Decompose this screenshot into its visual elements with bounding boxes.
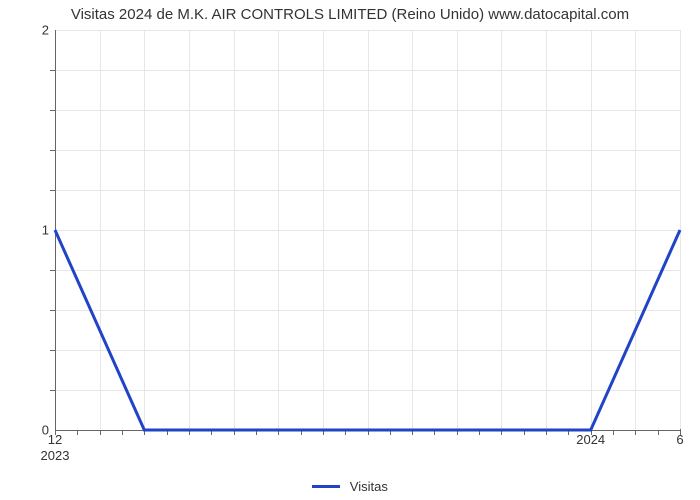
x-minor-tick bbox=[613, 430, 614, 435]
x-minor-tick bbox=[77, 430, 78, 435]
x-tick-label: 2024 bbox=[576, 430, 605, 447]
plot-area: 01212202320246 bbox=[55, 30, 680, 430]
chart-title: Visitas 2024 de M.K. AIR CONTROLS LIMITE… bbox=[0, 6, 700, 23]
x-tick-label: 6 bbox=[676, 430, 683, 447]
x-minor-tick bbox=[658, 430, 659, 435]
y-tick-label: 1 bbox=[42, 223, 55, 238]
series-line bbox=[55, 230, 680, 430]
y-tick-label: 2 bbox=[42, 23, 55, 38]
x-year-label: 2023 bbox=[41, 430, 70, 463]
x-minor-tick bbox=[100, 430, 101, 435]
chart-container: Visitas 2024 de M.K. AIR CONTROLS LIMITE… bbox=[0, 0, 700, 500]
x-minor-tick bbox=[122, 430, 123, 435]
grid-v bbox=[680, 30, 681, 430]
legend-swatch bbox=[312, 485, 340, 488]
line-layer bbox=[55, 30, 680, 430]
legend-label: Visitas bbox=[350, 479, 388, 494]
x-minor-tick bbox=[635, 430, 636, 435]
legend: Visitas bbox=[0, 478, 700, 494]
